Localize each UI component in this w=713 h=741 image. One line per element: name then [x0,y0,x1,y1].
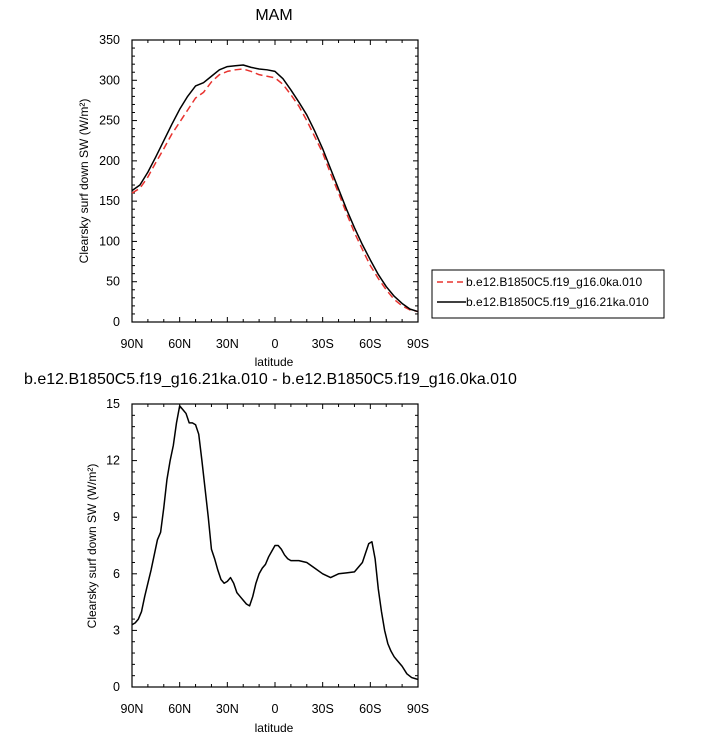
chart-top-title: MAM [255,7,292,24]
chart-bottom-xtick-label: 30N [216,702,239,716]
chart-top-ytick-label: 100 [99,234,120,248]
chart-top-ticks [131,39,419,323]
chart-top-xtick-label: 60S [359,337,381,351]
chart-top-ytick-label: 200 [99,154,120,168]
chart-bottom-ytick-label: 0 [113,680,120,694]
chart-top-ytick-label: 300 [99,73,120,87]
chart-top: MAM 90N 60N 30N 0 30S 60S 90S 0 50 100 1… [77,7,665,369]
chart-bottom-xtick-label: 60N [168,702,191,716]
chart-bottom-xtick-label: 60S [359,702,381,716]
chart-top-series-line-0 [131,68,419,313]
chart-top-ytick-label: 350 [99,33,120,47]
chart-bottom-series-line-0 [131,405,419,681]
chart-bottom-ytick-label: 6 [113,567,120,581]
legend-label-21ka: b.e12.B1850C5.f19_g16.21ka.010 [466,295,649,309]
chart-top-ytick-label: 250 [99,114,120,128]
chart-top-xtick-label: 30S [312,337,334,351]
chart-top-legend: b.e12.B1850C5.f19_g16.0ka.010 b.e12.B185… [431,269,665,319]
chart-top-xtick-label: 60N [168,337,191,351]
legend-box [431,269,665,319]
chart-top-frame [131,39,419,323]
chart-top-xtick-label: 0 [272,337,279,351]
chart-top-ytick-label: 50 [106,275,120,289]
chart-bottom-ytick-label: 9 [113,510,120,524]
chart-bottom-ylabel: Clearsky surf down SW (W/m²) [85,464,99,629]
chart-bottom-xtick-label: 90N [121,702,144,716]
chart-bottom-xlabel: latitude [255,721,294,735]
chart-top-series-line-1 [131,64,419,313]
chart-top-xtick-label: 90S [407,337,429,351]
chart-top-ytick-label: 150 [99,194,120,208]
chart-bottom-ytick-label: 3 [113,623,120,637]
chart-top-xtick-label: 30N [216,337,239,351]
chart-bottom-xtick-label: 30S [312,702,334,716]
legend-label-0ka: b.e12.B1850C5.f19_g16.0ka.010 [466,275,642,289]
chart-top-ylabel: Clearsky surf down SW (W/m²) [77,99,91,264]
chart-top-xtick-label: 90N [121,337,144,351]
chart-bottom-series-group [131,405,419,681]
chart-bottom-ytick-label: 15 [106,397,120,411]
chart-bottom-ticks [131,403,419,688]
chart-bottom-xtick-label: 0 [272,702,279,716]
chart-bottom-xtick-label: 90S [407,702,429,716]
chart-bottom-ytick-label: 12 [106,454,120,468]
chart-top-ytick-label: 0 [113,315,120,329]
chart-top-xlabel: latitude [255,355,294,369]
chart-bottom: b.e12.B1850C5.f19_g16.21ka.010 - b.e12.B… [24,371,517,735]
chart-top-series-group [131,64,419,313]
chart-bottom-title: b.e12.B1850C5.f19_g16.21ka.010 - b.e12.B… [24,371,517,388]
